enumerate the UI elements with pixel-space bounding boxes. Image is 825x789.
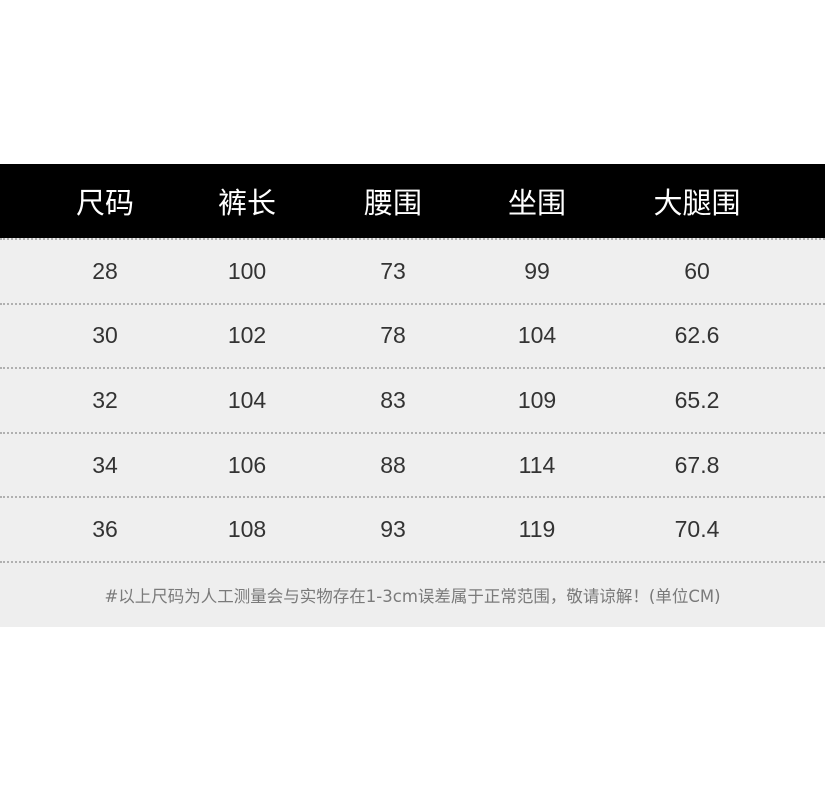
cell-size: 32 <box>92 386 118 413</box>
cell-pant-length: 108 <box>227 516 267 543</box>
cell-pant-length: 102 <box>227 322 267 349</box>
table-header: 尺码 裤长 腰围 坐围 大腿围 <box>0 164 825 238</box>
footnote: #以上尺码为人工测量会与实物存在1-3cm误差属于正常范围，敬请谅解！(单位CM… <box>0 560 825 627</box>
cell-waist: 88 <box>380 451 406 478</box>
cell-pant-length: 106 <box>227 451 267 478</box>
cell-pant-length: 100 <box>227 257 267 284</box>
table-row: 36 108 93 119 70.4 <box>0 496 825 561</box>
cell-waist: 83 <box>380 386 406 413</box>
header-thigh: 大腿围 <box>653 186 741 220</box>
table-row: 28 100 73 99 60 <box>0 238 825 303</box>
cell-pant-length: 104 <box>227 386 267 413</box>
table-row: 30 102 78 104 62.6 <box>0 302 825 368</box>
cell-size: 34 <box>92 451 118 478</box>
header-hip: 坐围 <box>507 186 566 220</box>
table-row: 34 106 88 114 67.8 <box>0 431 825 497</box>
cell-thigh: 67.8 <box>674 451 720 478</box>
header-pant-length: 裤长 <box>217 186 276 220</box>
cell-hip: 99 <box>524 257 550 284</box>
cell-thigh: 60 <box>684 257 710 284</box>
cell-waist: 73 <box>380 257 406 284</box>
table-row: 32 104 83 109 65.2 <box>0 367 825 432</box>
cell-hip: 104 <box>517 322 557 349</box>
cell-waist: 78 <box>380 322 406 349</box>
header-waist: 腰围 <box>363 186 422 220</box>
cell-hip: 109 <box>517 386 557 413</box>
header-size: 尺码 <box>75 186 134 220</box>
size-chart-table: 尺码 裤长 腰围 坐围 大腿围 28 100 73 99 60 30 102 78 104 62.… <box>0 164 825 627</box>
cell-size: 30 <box>92 322 118 349</box>
cell-thigh: 70.4 <box>674 516 720 543</box>
cell-size: 36 <box>92 516 118 543</box>
cell-hip: 114 <box>518 451 556 478</box>
cell-waist: 93 <box>380 516 406 543</box>
cell-thigh: 62.6 <box>674 322 720 349</box>
cell-thigh: 65.2 <box>674 386 720 413</box>
cell-hip: 119 <box>518 516 556 543</box>
cell-size: 28 <box>92 257 118 284</box>
